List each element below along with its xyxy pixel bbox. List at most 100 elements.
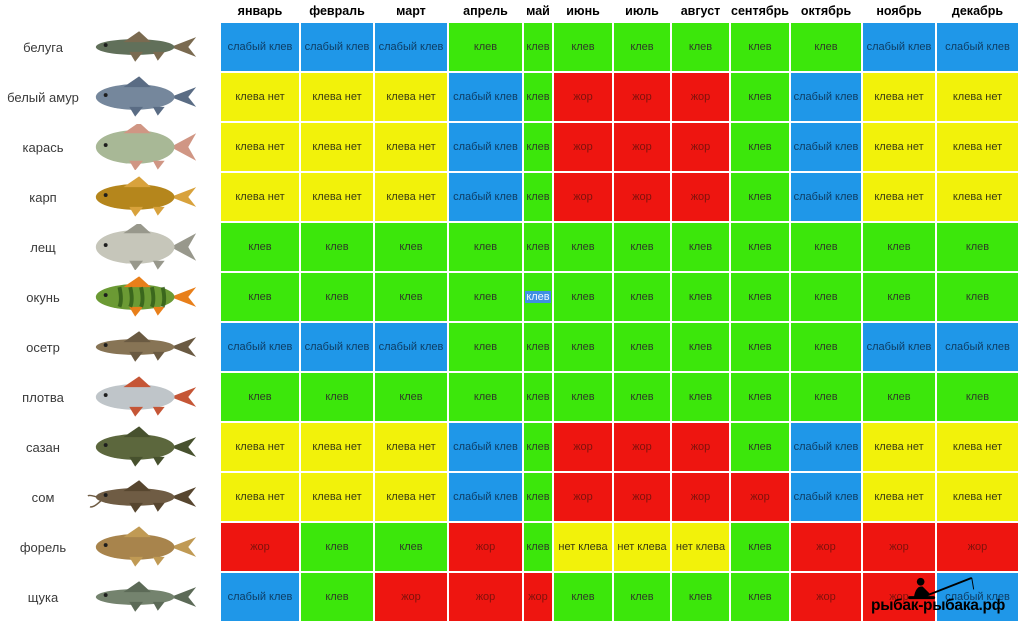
calendar-cell: клев — [937, 373, 1018, 421]
calendar-cell: клев — [554, 573, 612, 621]
calendar-cell: клева нет — [375, 473, 447, 521]
calendar-cell: клева нет — [301, 123, 373, 171]
fish-name: сазан — [26, 439, 60, 455]
trout-fish-icon — [95, 526, 197, 567]
calendar-cell: клев — [731, 373, 789, 421]
calendar-cell: клев — [449, 223, 522, 271]
calendar-cell: клева нет — [301, 173, 373, 221]
calendar-cell: клев — [614, 573, 670, 621]
calendar-cell: жор — [672, 173, 729, 221]
sturgeon-fish-icon — [95, 331, 197, 362]
calendar-cell: слабый клев — [221, 573, 299, 621]
fish-row-label: окунь — [0, 273, 219, 321]
calendar-cell: слабый клев — [791, 423, 861, 471]
calendar-cell: жор — [524, 573, 552, 621]
fish-name: белуга — [23, 39, 63, 55]
calendar-cell: клев — [524, 473, 552, 521]
calendar-cell: клева нет — [863, 73, 935, 121]
calendar-cell: клев — [524, 423, 552, 471]
calendar-cell: клева нет — [375, 173, 447, 221]
calendar-cell: клев — [731, 73, 789, 121]
calendar-cell: слабый клев — [937, 23, 1018, 71]
calendar-cell: клев — [731, 23, 789, 71]
fish-row-label: плотва — [0, 373, 219, 421]
calendar-cell: слабый клев — [449, 423, 522, 471]
calendar-cell: клев — [937, 273, 1018, 321]
calendar-cell: слабый клев — [791, 173, 861, 221]
carp-fish-icon — [95, 176, 197, 217]
fish-row-label: форель — [0, 523, 219, 571]
calendar-cell: клев — [791, 273, 861, 321]
calendar-cell: клев — [301, 523, 373, 571]
calendar-cell: клев — [524, 373, 552, 421]
month-header: июль — [614, 0, 670, 21]
catfish-fish-icon — [87, 480, 197, 513]
calendar-cell: жор — [863, 523, 935, 571]
calendar-cell: клева нет — [375, 423, 447, 471]
calendar-cell: клева нет — [863, 473, 935, 521]
calendar-cell: клева нет — [937, 473, 1018, 521]
calendar-cell: клева нет — [937, 123, 1018, 171]
calendar-cell: клева нет — [221, 473, 299, 521]
calendar-cell: клев — [731, 423, 789, 471]
calendar-cell: клев — [731, 123, 789, 171]
calendar-cell: клев — [554, 373, 612, 421]
calendar-cell: жор — [614, 173, 670, 221]
calendar-cell: жор — [554, 173, 612, 221]
calendar-cell: жор — [449, 573, 522, 621]
calendar-cell: клев — [791, 23, 861, 71]
calendar-cell: клев — [672, 573, 729, 621]
sazan-carp-fish-icon — [95, 426, 197, 467]
calendar-cell: клев — [524, 123, 552, 171]
calendar-cell: слабый клев — [791, 73, 861, 121]
calendar-cell: жор — [672, 473, 729, 521]
calendar-cell: клев — [375, 223, 447, 271]
fish-name: карась — [22, 139, 64, 155]
calendar-cell: клева нет — [221, 123, 299, 171]
month-header: июнь — [554, 0, 612, 21]
calendar-cell: клев — [731, 173, 789, 221]
calendar-cell: жор — [614, 473, 670, 521]
fish-row-label: белуга — [0, 23, 219, 71]
calendar-cell: жор — [791, 523, 861, 571]
month-header: ноябрь — [863, 0, 935, 21]
calendar-cell: слабый клев — [863, 23, 935, 71]
calendar-cell: клев — [731, 323, 789, 371]
month-header: март — [375, 0, 447, 21]
calendar-cell: клев — [614, 273, 670, 321]
calendar-cell: клева нет — [301, 73, 373, 121]
calendar-cell: слабый клев — [375, 323, 447, 371]
fish-row-label: осетр — [0, 323, 219, 371]
calendar-cell: слабый клев — [221, 323, 299, 371]
calendar-cell: клев — [449, 273, 522, 321]
calendar-cell: клев — [375, 373, 447, 421]
calendar-cell: клев — [554, 273, 612, 321]
bream-fish-icon — [95, 224, 197, 270]
calendar-cell: клев — [672, 323, 729, 371]
calendar-cell: клев — [524, 73, 552, 121]
calendar-cell: клева нет — [221, 73, 299, 121]
pike-fish-icon — [95, 581, 197, 612]
calendar-cell: клева нет — [221, 173, 299, 221]
calendar-cell: клев — [731, 523, 789, 571]
fish-row-label: щука — [0, 573, 219, 621]
calendar-cell: клева нет — [863, 173, 935, 221]
month-header: апрель — [449, 0, 522, 21]
calendar-cell: клев — [672, 23, 729, 71]
calendar-cell: жор — [554, 423, 612, 471]
fish-row-label: лещ — [0, 223, 219, 271]
month-header: январь — [221, 0, 299, 21]
calendar-cell: клев — [301, 373, 373, 421]
fish-row-label: сазан — [0, 423, 219, 471]
month-header: февраль — [301, 0, 373, 21]
calendar-cell: жор — [554, 123, 612, 171]
fish-row-label: сом — [0, 473, 219, 521]
calendar-cell: клев — [937, 223, 1018, 271]
fish-row-label: карп — [0, 173, 219, 221]
calendar-cell: клев — [221, 223, 299, 271]
calendar-cell: жор — [449, 523, 522, 571]
calendar-cell: клев — [614, 223, 670, 271]
calendar-cell: клев — [731, 573, 789, 621]
calendar-cell: клев — [524, 323, 552, 371]
calendar-cell: клев — [791, 223, 861, 271]
